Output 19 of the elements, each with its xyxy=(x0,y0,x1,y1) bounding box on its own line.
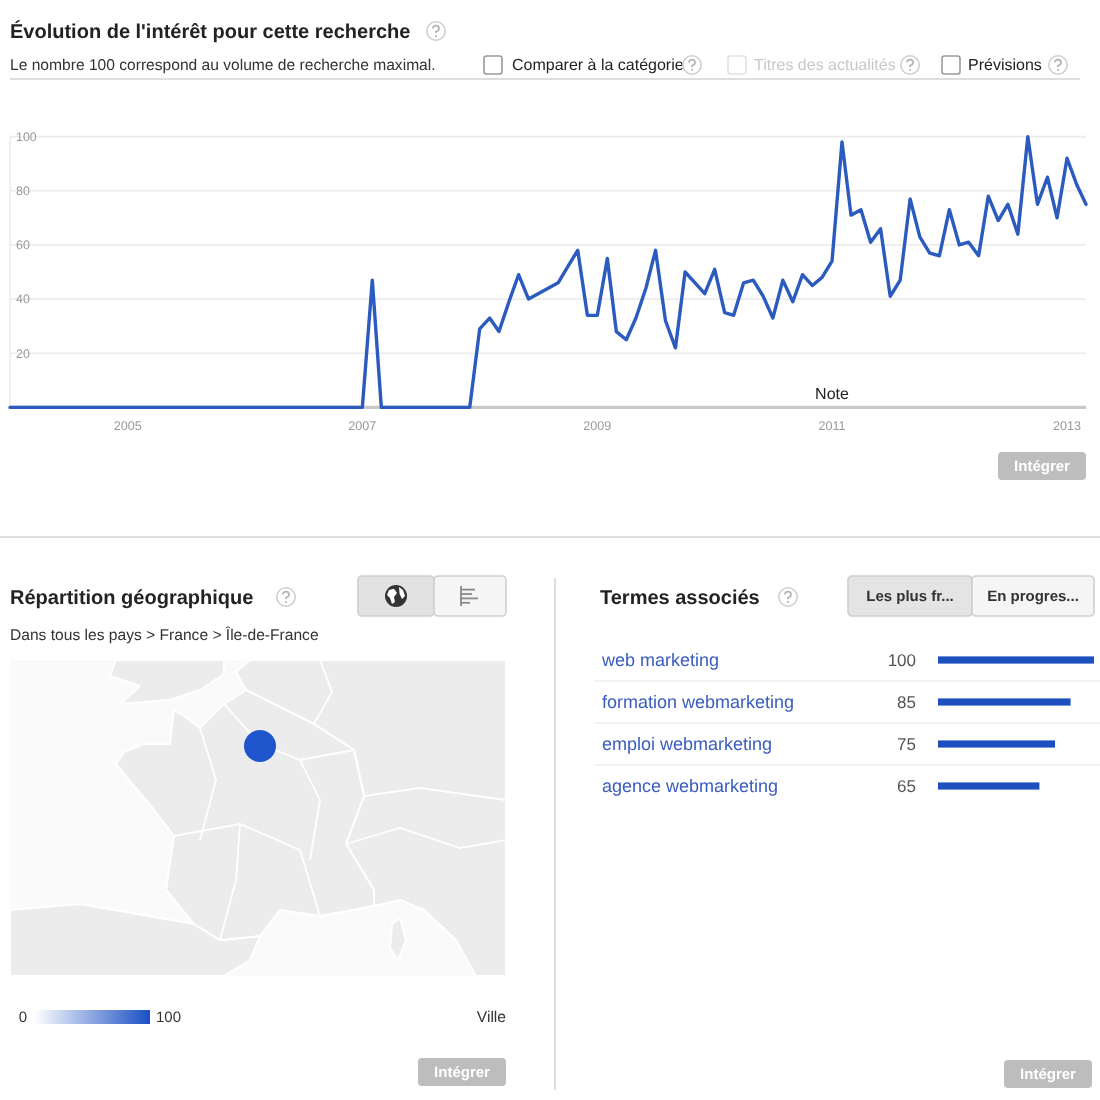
y-tick-label: agence webmarketing xyxy=(602,776,779,796)
bar xyxy=(938,740,1055,748)
text: Prévisions xyxy=(968,56,1042,74)
data-label: 85 xyxy=(897,692,917,712)
bar xyxy=(938,782,1040,790)
text: Termes associés xyxy=(600,588,761,610)
bar xyxy=(938,656,1094,664)
y-tick-label: formation webmarketing xyxy=(602,692,795,712)
chart-title: Évolution de l'intérêt pour cette recherche xyxy=(10,20,412,44)
data-label: 100 xyxy=(887,650,917,670)
text: Comparer à la catégorie xyxy=(512,56,685,74)
y-tick-label: emploi webmarketing xyxy=(602,734,773,754)
annotation: Note xyxy=(815,384,850,403)
line-series xyxy=(8,134,1088,410)
data-label: 65 xyxy=(897,776,917,796)
bar xyxy=(938,698,1071,706)
data-label: 75 xyxy=(897,734,917,754)
y-tick-label: web marketing xyxy=(600,650,720,670)
text: Répartition géographique xyxy=(10,588,255,610)
